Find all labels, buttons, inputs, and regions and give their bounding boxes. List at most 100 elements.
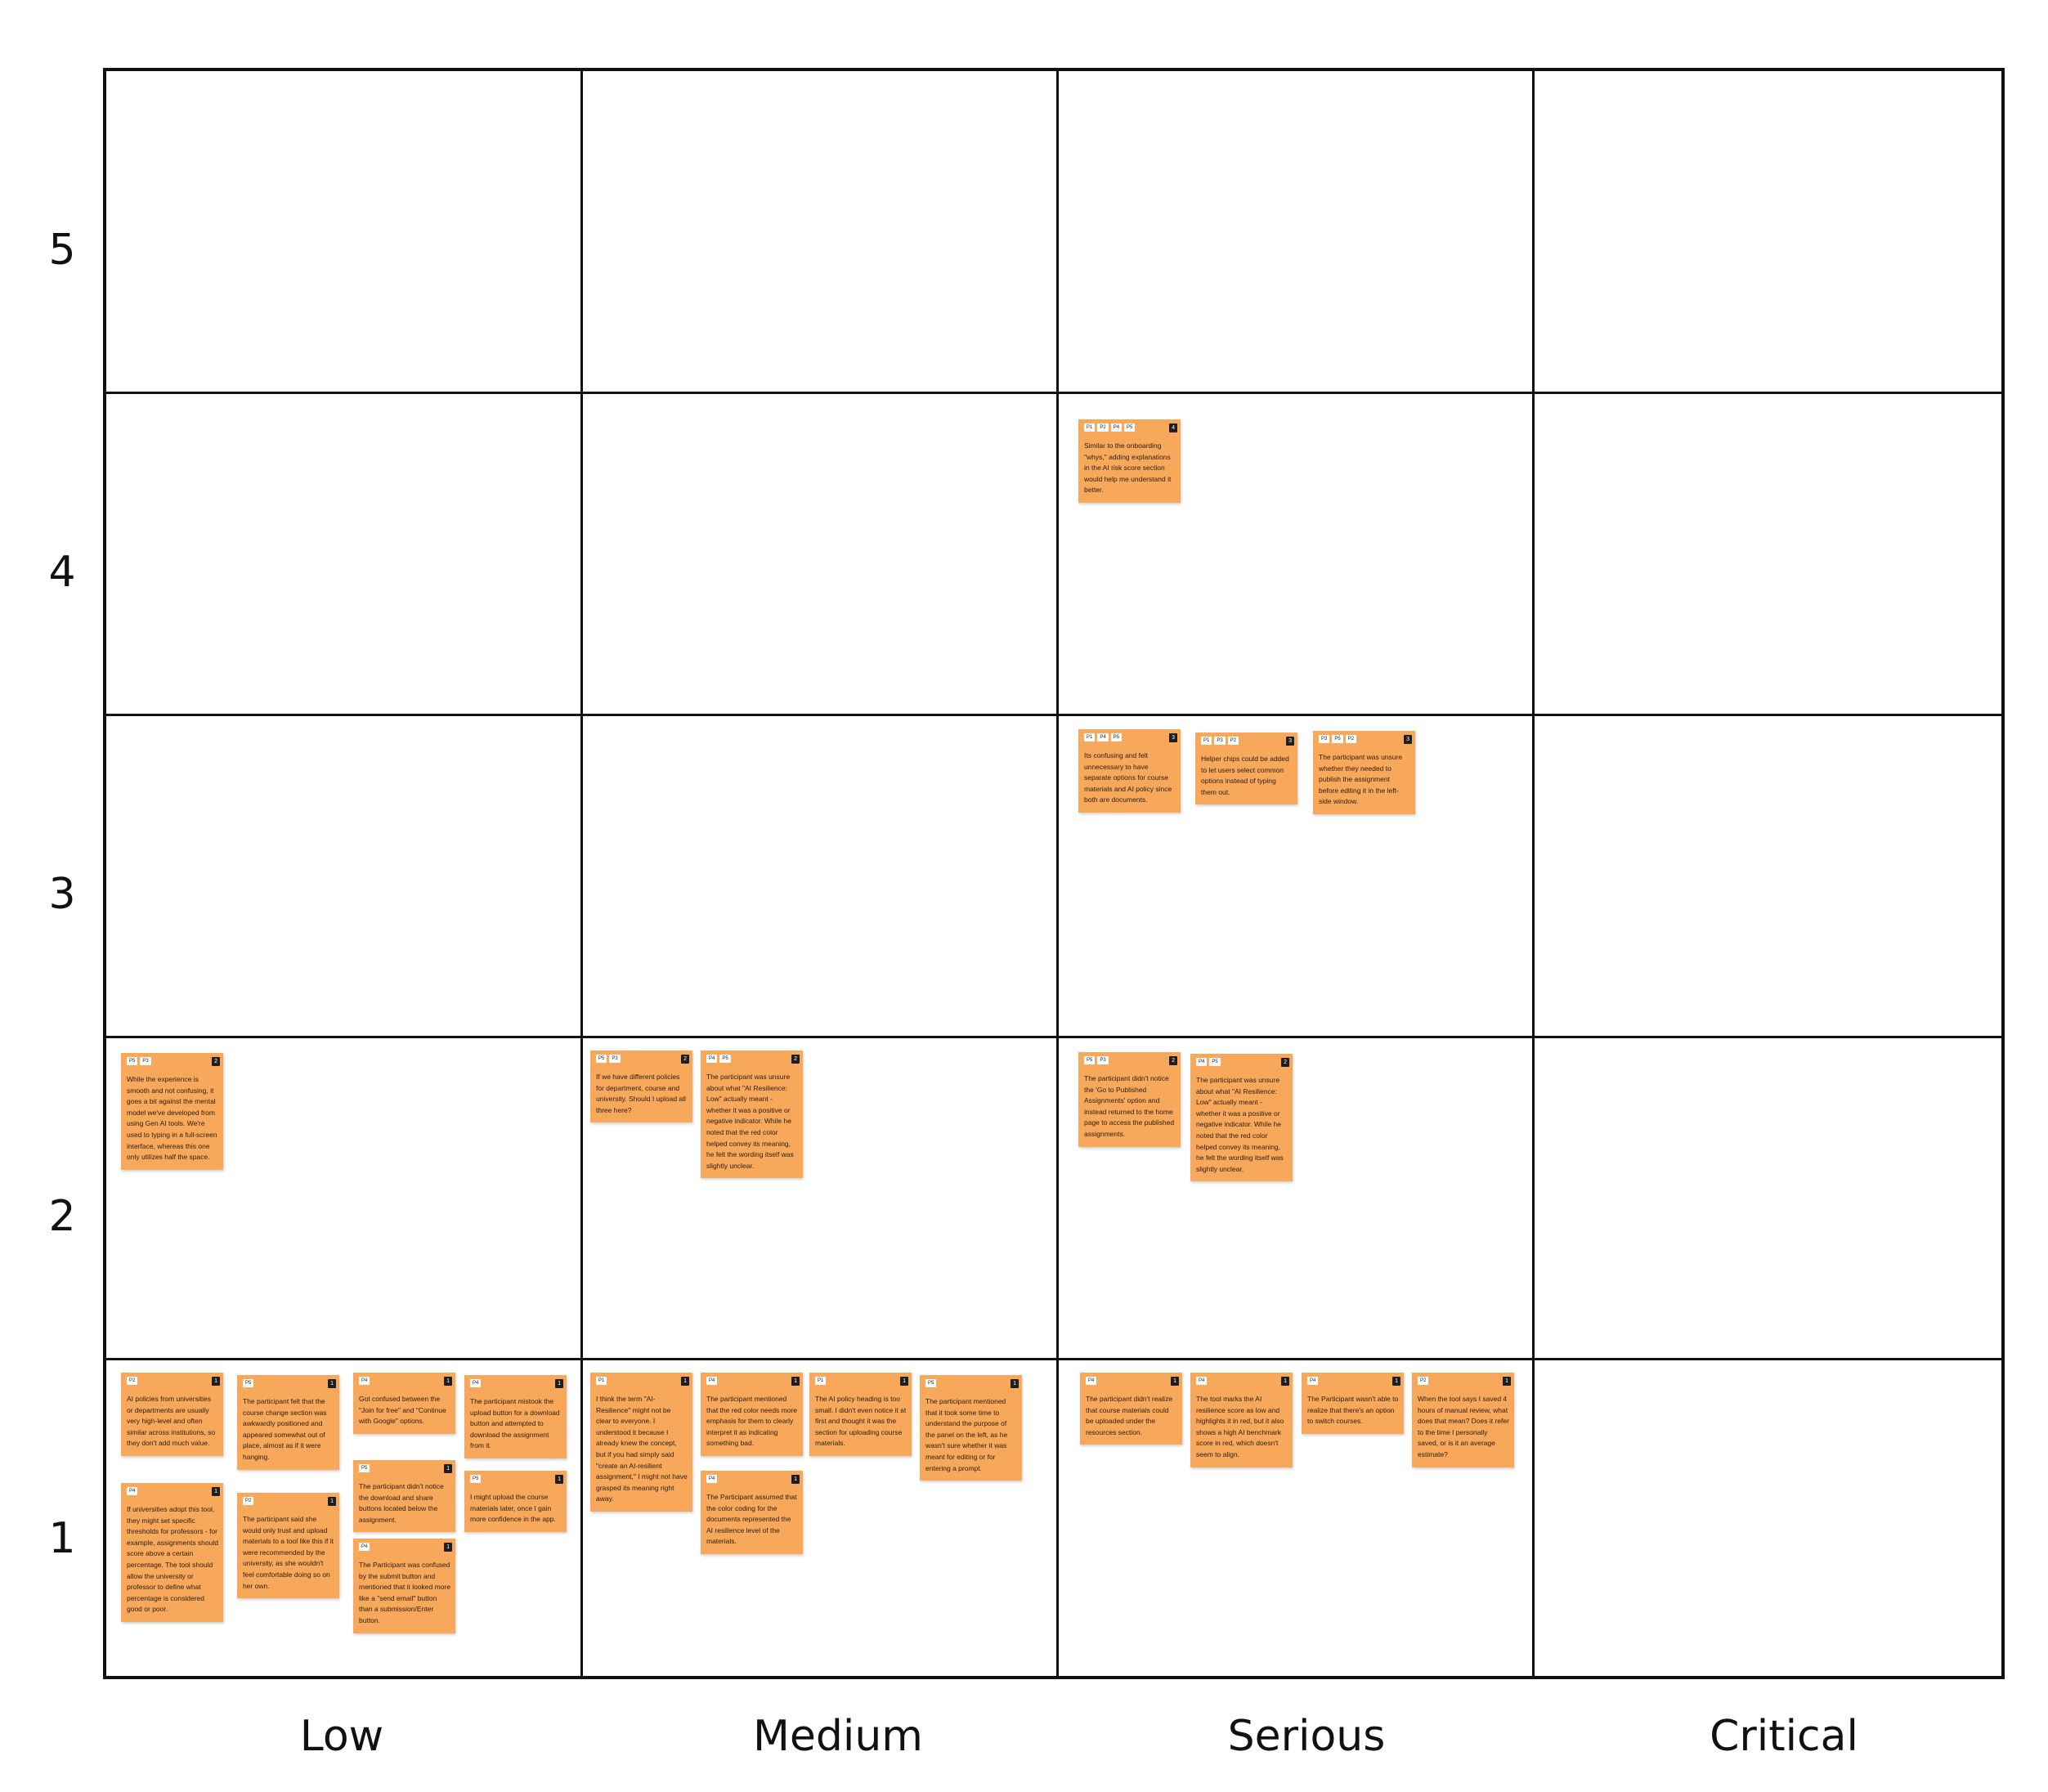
y-axis-label-3: 3 — [48, 870, 76, 919]
participant-tag: P5 — [596, 1055, 607, 1063]
participant-tag: P1 — [815, 1377, 827, 1385]
sticky-note-header: P5 1 — [243, 1379, 336, 1391]
participant-tag: P2 — [1097, 423, 1109, 432]
participant-count-badge: 1 — [1011, 1379, 1019, 1388]
participant-tags: P5 P3 — [127, 1057, 218, 1065]
sticky-note[interactable]: P1 P4 P5 3 Its confusing and felt unnecessar… — [1078, 729, 1181, 813]
participant-count-badge: 1 — [212, 1487, 220, 1496]
sticky-note[interactable]: P1 1 The AI policy heading is too small. I… — [809, 1373, 912, 1456]
sticky-note[interactable]: P1 P3 P2 3 Helper chips could be added to le… — [1195, 732, 1297, 805]
participant-tags: P5 — [243, 1379, 334, 1387]
sticky-note[interactable]: P5 P3 2 The participant didn't notice the '… — [1078, 1052, 1181, 1147]
priority-matrix-grid — [103, 68, 2005, 1679]
participant-tags: P3 P5 P2 — [1319, 735, 1410, 743]
y-axis-label-4: 4 — [48, 548, 76, 597]
sticky-note-header: P4 1 — [359, 1543, 452, 1554]
participant-tag: P5 — [127, 1057, 138, 1065]
sticky-note-header: P5 P3 2 — [1084, 1056, 1177, 1068]
sticky-note[interactable]: P4 1 Got confused between the "Join for fr… — [353, 1373, 455, 1434]
sticky-note[interactable]: P4 1 The Participant was confused by the s… — [353, 1539, 455, 1633]
participant-tag: P4 — [359, 1377, 370, 1385]
participant-tag: P5 — [243, 1379, 254, 1387]
participant-count-badge: 1 — [212, 1377, 220, 1386]
x-axis-label-serious: Serious — [1227, 1712, 1386, 1761]
participant-tags: P4 — [359, 1543, 450, 1551]
sticky-note-text: If we have different policies for depart… — [596, 1073, 686, 1114]
sticky-note[interactable]: P4 1 The Participant wasn't able to realiz… — [1302, 1373, 1404, 1434]
sticky-note-text: AI policies from universities or departm… — [127, 1395, 216, 1448]
participant-count-badge: 1 — [328, 1497, 336, 1506]
sticky-note[interactable]: P4 1 The participant didn't realize that c… — [1080, 1373, 1182, 1445]
sticky-note[interactable]: P5 1 I might upload the course materials l… — [464, 1471, 567, 1532]
sticky-note[interactable]: P4 1 The tool marks the AI resilience scor… — [1190, 1373, 1293, 1467]
sticky-note[interactable]: P2 1 The participant said she would only t… — [237, 1493, 339, 1599]
sticky-note-text: I think the term "AI-Resilience" might n… — [596, 1395, 688, 1503]
sticky-note[interactable]: P4 1 The participant mistook the upload bu… — [464, 1375, 567, 1458]
sticky-note[interactable]: P5 1 The participant felt that the course … — [237, 1375, 339, 1470]
participant-tag: P4 — [1097, 733, 1109, 741]
sticky-note[interactable]: P4 1 If universities adopt this tool, they… — [121, 1483, 223, 1622]
participant-tag: P2 — [1418, 1377, 1429, 1385]
participant-tag: P2 — [243, 1497, 254, 1505]
participant-tag: P4 — [706, 1377, 718, 1385]
participant-tags: P4 P5 — [1196, 1058, 1288, 1066]
participant-tag: P1 — [1084, 733, 1096, 741]
sticky-note[interactable]: P4 1 The Participant assumed that the colo… — [701, 1471, 803, 1554]
participant-tags: P2 — [1418, 1377, 1509, 1385]
sticky-note[interactable]: P4 P5 2 The participant was unsure about wh… — [1190, 1054, 1293, 1182]
sticky-note-header: P4 1 — [706, 1475, 800, 1486]
sticky-note[interactable]: P4 1 The participant mentioned that the re… — [701, 1373, 803, 1456]
sticky-note-text: If universities adopt this tool, they mi… — [127, 1505, 218, 1614]
sticky-note-text: The participant felt that the course cha… — [243, 1397, 327, 1461]
grid-line-horizontal — [106, 714, 2001, 716]
participant-tag: P2 — [127, 1377, 138, 1385]
participant-count-badge: 2 — [681, 1055, 689, 1064]
sticky-note-header: P5 P3 2 — [127, 1057, 220, 1068]
sticky-note-text: The participant said she would only trus… — [243, 1515, 334, 1590]
sticky-note-text: The participant didn't realize that cour… — [1086, 1395, 1173, 1436]
sticky-note-text: The participant was unsure about what "A… — [1196, 1076, 1284, 1173]
sticky-note[interactable]: P2 1 When the tool says I saved 4 hours of… — [1412, 1373, 1514, 1467]
participant-tags: P4 — [1086, 1377, 1177, 1385]
participant-tag: P4 — [1110, 423, 1123, 432]
sticky-note[interactable]: P5 1 The participant mentioned that it too… — [920, 1375, 1022, 1481]
participant-tags: P2 — [127, 1377, 218, 1385]
participant-count-badge: 4 — [1169, 423, 1177, 432]
sticky-note-text: The participant mentioned that the red c… — [706, 1395, 798, 1448]
participant-count-badge: 1 — [791, 1377, 800, 1386]
sticky-note-text: The participant mentioned that it took s… — [925, 1397, 1008, 1472]
sticky-note-text: The participant was unsure whether they … — [1319, 753, 1403, 806]
sticky-note[interactable]: P3 P5 P2 3 The participant was unsure whethe… — [1313, 731, 1415, 814]
sticky-note-text: The participant mistook the upload butto… — [470, 1397, 560, 1450]
sticky-note-header: P4 P5 2 — [706, 1055, 800, 1066]
sticky-note[interactable]: P1 P2 P4 P5 4 Similar to the onboarding "whys… — [1078, 419, 1181, 503]
sticky-note[interactable]: P4 P5 2 The participant was unsure about wh… — [701, 1051, 803, 1179]
grid-line-vertical — [1532, 71, 1535, 1676]
sticky-note-header: P1 1 — [596, 1377, 689, 1388]
grid-line-vertical — [1056, 71, 1059, 1676]
sticky-note-text: When the tool says I saved 4 hours of ma… — [1418, 1395, 1509, 1458]
sticky-note-header: P4 1 — [1086, 1377, 1179, 1388]
sticky-note[interactable]: P2 1 AI policies from universities or depa… — [121, 1373, 223, 1456]
participant-tag: P5 — [1110, 733, 1123, 741]
sticky-note-header: P4 1 — [1307, 1377, 1400, 1388]
x-axis-label-critical: Critical — [1710, 1712, 1858, 1761]
sticky-note[interactable]: P5 P3 2 While the experience is smooth and … — [121, 1053, 223, 1170]
x-axis-label-medium: Medium — [753, 1712, 923, 1761]
participant-tags: P4 — [706, 1377, 798, 1385]
grid-line-horizontal — [106, 1036, 2001, 1038]
participant-tags: P5 — [925, 1379, 1017, 1387]
sticky-note-header: P5 1 — [359, 1464, 452, 1476]
sticky-note-text: I might upload the course materials late… — [470, 1493, 556, 1524]
participant-tag: P4 — [706, 1055, 718, 1063]
participant-tags: P4 — [706, 1475, 798, 1483]
participant-count-badge: 1 — [681, 1377, 689, 1386]
sticky-note[interactable]: P1 1 I think the term "AI-Resilience" migh… — [590, 1373, 692, 1512]
participant-tags: P5 P3 — [1084, 1056, 1176, 1064]
participant-tags: P4 — [1196, 1377, 1288, 1385]
sticky-note[interactable]: P5 P3 2 If we have different policies for d… — [590, 1051, 692, 1123]
sticky-note[interactable]: P5 1 The participant didn't notice the dow… — [353, 1460, 455, 1533]
participant-tag: P4 — [1307, 1377, 1319, 1385]
participant-count-badge: 2 — [1169, 1056, 1177, 1065]
participant-tag: P4 — [706, 1475, 718, 1483]
